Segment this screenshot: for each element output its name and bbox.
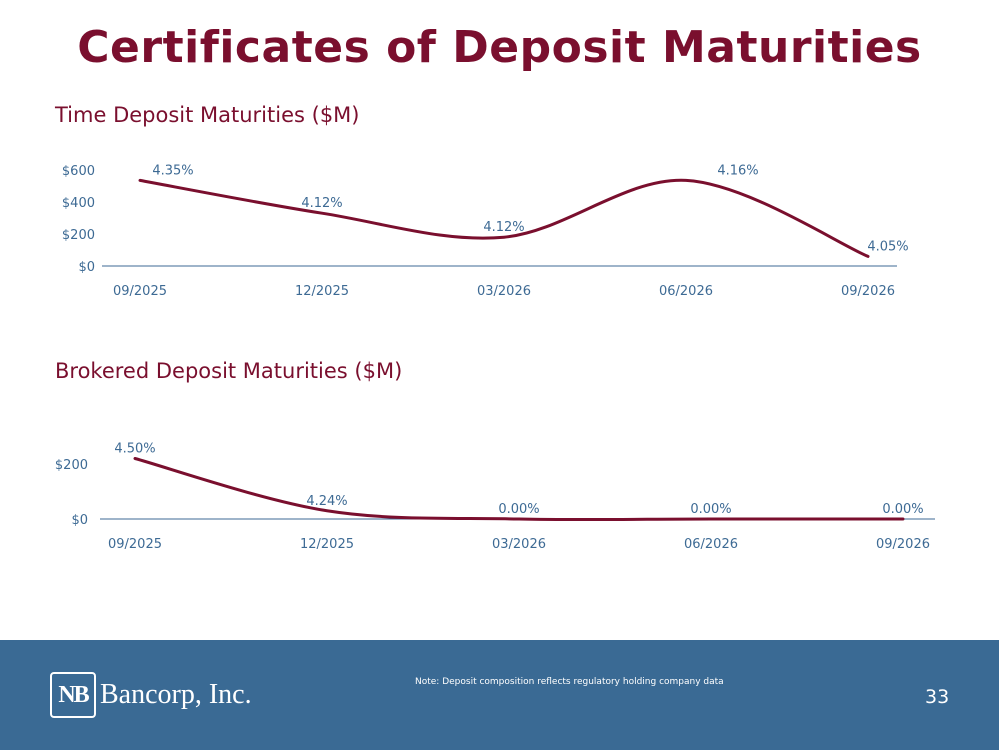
brokered-deposit-chart-title: Brokered Deposit Maturities ($M) — [55, 359, 403, 383]
data-label: 4.50% — [114, 442, 155, 457]
data-label: 4.12% — [301, 196, 342, 211]
time-deposit-chart-title: Time Deposit Maturities ($M) — [55, 103, 360, 127]
data-label: 0.00% — [690, 502, 731, 517]
page-number: 33 — [925, 686, 950, 708]
y-tick-label: $0 — [78, 260, 95, 275]
data-label: 4.35% — [152, 163, 193, 178]
x-tick-label: 03/2026 — [477, 284, 531, 299]
data-label: 4.24% — [306, 494, 347, 509]
x-tick-label: 03/2026 — [492, 537, 546, 552]
footer-bar — [0, 640, 999, 750]
x-tick-label: 12/2025 — [295, 284, 349, 299]
x-tick-label: 12/2025 — [300, 537, 354, 552]
data-label: 4.12% — [483, 220, 524, 235]
x-tick-label: 09/2026 — [876, 537, 930, 552]
footer-note: Note: Deposit composition reflects regul… — [415, 677, 724, 687]
x-tick-label: 06/2026 — [684, 537, 738, 552]
x-tick-label: 09/2026 — [841, 284, 895, 299]
data-label: 4.05% — [867, 239, 908, 254]
logo-text: Bancorp, Inc. — [100, 679, 252, 710]
series-line — [138, 178, 870, 258]
data-label: 0.00% — [498, 502, 539, 517]
data-label: 4.16% — [717, 163, 758, 178]
y-tick-label: $200 — [55, 458, 88, 473]
x-tick-label: 06/2026 — [659, 284, 713, 299]
x-tick-label: 09/2025 — [108, 537, 162, 552]
logo-mark: NB — [50, 672, 96, 718]
y-tick-label: $400 — [62, 196, 95, 211]
y-tick-label: $200 — [62, 228, 95, 243]
time-deposit-chart: $0 $200 $400 $600 09/2025 12/2025 03/2026 06/20… — [62, 163, 909, 299]
x-tick-label: 09/2025 — [113, 284, 167, 299]
brokered-deposit-chart: $0 $200 09/2025 12/2025 03/2026 06/2026 09/202… — [55, 442, 935, 552]
data-label: 0.00% — [882, 502, 923, 517]
y-tick-label: $0 — [71, 513, 88, 528]
y-tick-label: $600 — [62, 164, 95, 179]
slide-title: Certificates of Deposit Maturities — [77, 22, 922, 73]
series-line — [133, 457, 905, 522]
company-logo: NB Bancorp, Inc. — [50, 670, 252, 720]
